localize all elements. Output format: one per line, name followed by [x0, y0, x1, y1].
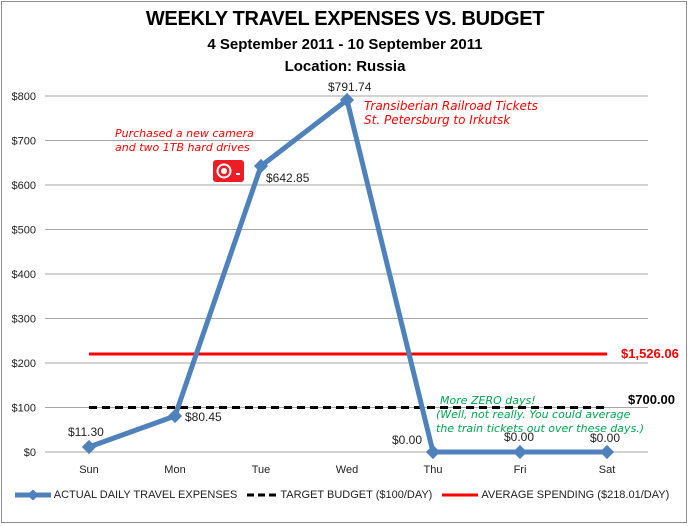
camera-annotation: Purchased a new camera and two 1TB hard …	[115, 127, 254, 154]
average-total-label: $1,526.06	[621, 346, 679, 361]
chart-legend: ACTUAL DAILY TRAVEL EXPENSES TARGET BUDG…	[0, 489, 690, 501]
svg-text:$300: $300	[12, 314, 36, 326]
svg-text:$0: $0	[24, 447, 36, 459]
svg-text:More ZERO days!: More ZERO days!	[440, 394, 536, 407]
svg-text:$642.85: $642.85	[266, 171, 310, 185]
svg-text:$500: $500	[12, 225, 36, 237]
actual-expenses-markers	[81, 92, 615, 460]
chart-location: Location: Russia	[284, 58, 406, 75]
data-labels: $11.30 $80.45 $642.85 $791.74 $0.00 $0.0…	[68, 80, 620, 447]
svg-text:Sat: Sat	[599, 464, 616, 476]
svg-text:Sun: Sun	[79, 464, 99, 476]
svg-text:(Well, not really. You could a: (Well, not really. You could average	[436, 408, 631, 421]
svg-text:$200: $200	[12, 358, 36, 370]
svg-text:$11.30: $11.30	[68, 425, 104, 439]
legend-item-average: AVERAGE SPENDING ($218.01/DAY)	[442, 489, 669, 501]
target-total-label: $700.00	[628, 392, 675, 407]
svg-text:Wed: Wed	[336, 464, 358, 476]
legend-item-actual: ACTUAL DAILY TRAVEL EXPENSES	[14, 489, 238, 501]
railroad-annotation: Transiberian Railroad Tickets St. Peters…	[364, 99, 538, 127]
svg-text:and two 1TB hard drives: and two 1TB hard drives	[115, 141, 250, 154]
svg-text:the train tickets out over the: the train tickets out over these days.)	[436, 422, 644, 435]
svg-text:Purchased a new camera: Purchased a new camera	[115, 127, 254, 140]
svg-text:$700: $700	[12, 136, 36, 148]
svg-text:St. Petersburg to Irkutsk: St. Petersburg to Irkutsk	[364, 113, 511, 127]
legend-target-swatch	[247, 493, 278, 497]
zero-days-annotation: More ZERO days! (Well, not really. You c…	[436, 394, 644, 435]
legend-actual-label: ACTUAL DAILY TRAVEL EXPENSES	[53, 489, 238, 501]
svg-text:$0.00: $0.00	[590, 431, 620, 445]
legend-target-label: TARGET BUDGET ($100/DAY)	[280, 489, 433, 501]
y-axis-labels: $0 $100 $200 $300 $400 $500 $600 $700 $8…	[12, 91, 36, 459]
chart-title: WEEKLY TRAVEL EXPENSES VS. BUDGET	[145, 8, 545, 30]
svg-text:Fri: Fri	[514, 464, 527, 476]
chart-subtitle: 4 September 2011 - 10 September 2011	[207, 36, 483, 53]
legend-average-label: AVERAGE SPENDING ($218.01/DAY)	[481, 489, 670, 501]
svg-text:$800: $800	[12, 91, 36, 103]
svg-text:$0.00: $0.00	[504, 430, 534, 444]
camera-icon	[213, 160, 244, 182]
legend-average-swatch	[442, 493, 479, 497]
svg-text:Thu: Thu	[424, 464, 443, 476]
svg-text:$400: $400	[12, 269, 36, 281]
svg-text:$600: $600	[12, 180, 36, 192]
legend-actual-swatch	[14, 490, 51, 500]
svg-text:Transiberian Railroad Tickets: Transiberian Railroad Tickets	[364, 99, 538, 113]
svg-text:$80.45: $80.45	[185, 410, 222, 424]
x-axis-labels: Sun Mon Tue Wed Thu Fri Sat	[79, 464, 615, 476]
svg-text:$0.00: $0.00	[392, 433, 422, 447]
svg-text:Mon: Mon	[164, 464, 185, 476]
svg-text:$791.74: $791.74	[328, 80, 372, 94]
svg-text:Tue: Tue	[252, 464, 271, 476]
svg-text:$100: $100	[12, 403, 36, 415]
legend-item-target: TARGET BUDGET ($100/DAY)	[247, 489, 432, 501]
